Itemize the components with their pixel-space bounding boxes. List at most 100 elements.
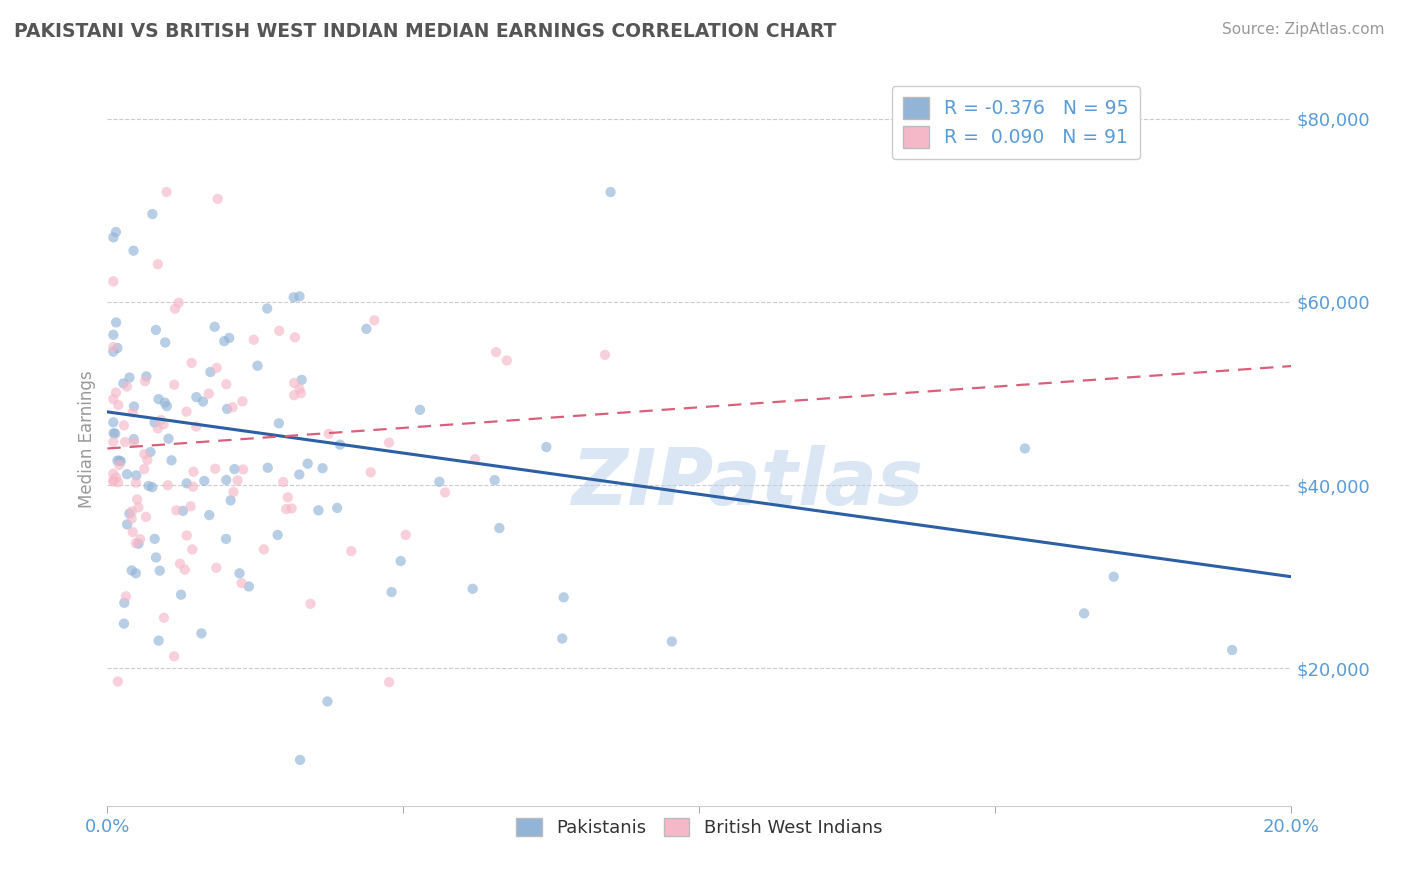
Point xyxy=(104,225,127,239)
Point xyxy=(198,508,221,522)
Point xyxy=(118,370,141,384)
Point xyxy=(134,462,156,476)
Point xyxy=(284,330,307,344)
Point xyxy=(115,467,138,482)
Point xyxy=(118,507,141,521)
Point xyxy=(122,432,145,446)
Point xyxy=(115,590,138,604)
Point xyxy=(277,491,299,505)
Point xyxy=(551,632,574,646)
Point xyxy=(125,475,148,490)
Point xyxy=(107,475,129,490)
Point xyxy=(340,544,363,558)
Point xyxy=(125,536,148,550)
Point xyxy=(219,493,242,508)
Point xyxy=(256,460,278,475)
Point xyxy=(141,207,163,221)
Point xyxy=(326,500,349,515)
Point xyxy=(176,404,198,418)
Point xyxy=(181,480,204,494)
Point xyxy=(145,323,167,337)
Point xyxy=(129,533,152,547)
Point xyxy=(363,313,385,327)
Point xyxy=(485,345,508,359)
Point xyxy=(156,399,179,413)
Point xyxy=(115,379,138,393)
Point xyxy=(167,295,190,310)
Point xyxy=(146,421,169,435)
Point xyxy=(297,457,319,471)
Point xyxy=(125,566,148,581)
Point xyxy=(242,333,264,347)
Point xyxy=(190,626,212,640)
Point xyxy=(231,394,253,409)
Point xyxy=(148,633,170,648)
Point xyxy=(127,537,149,551)
Point xyxy=(409,402,432,417)
Point xyxy=(112,616,135,631)
Point xyxy=(104,385,127,400)
Point xyxy=(226,474,249,488)
Point xyxy=(276,502,298,516)
Point xyxy=(283,388,305,402)
Point xyxy=(183,465,205,479)
Text: PAKISTANI VS BRITISH WEST INDIAN MEDIAN EARNINGS CORRELATION CHART: PAKISTANI VS BRITISH WEST INDIAN MEDIAN … xyxy=(14,22,837,41)
Point xyxy=(163,649,186,664)
Point xyxy=(329,438,352,452)
Point xyxy=(134,447,156,461)
Point xyxy=(389,554,412,568)
Point xyxy=(205,561,228,575)
Point xyxy=(283,290,305,304)
Point xyxy=(172,504,194,518)
Point xyxy=(215,473,238,487)
Point xyxy=(121,511,143,525)
Point xyxy=(139,445,162,459)
Point xyxy=(288,467,311,482)
Point xyxy=(288,382,311,396)
Point xyxy=(105,316,128,330)
Point xyxy=(299,597,322,611)
Point xyxy=(283,376,305,390)
Point xyxy=(141,480,163,494)
Point xyxy=(163,301,186,316)
Point xyxy=(110,454,132,468)
Point xyxy=(204,462,226,476)
Point xyxy=(222,485,245,500)
Point xyxy=(169,557,191,571)
Point xyxy=(138,479,160,493)
Point xyxy=(253,542,276,557)
Point xyxy=(134,374,156,388)
Text: Source: ZipAtlas.com: Source: ZipAtlas.com xyxy=(1222,22,1385,37)
Point xyxy=(217,401,239,416)
Point xyxy=(181,542,204,557)
Point xyxy=(103,274,125,288)
Point xyxy=(122,435,145,450)
Point xyxy=(186,390,208,404)
Point xyxy=(311,461,333,475)
Point xyxy=(125,468,148,483)
Point xyxy=(267,417,290,431)
Point xyxy=(107,398,129,412)
Point xyxy=(127,492,149,507)
Point xyxy=(103,327,125,342)
Point xyxy=(484,473,506,487)
Point xyxy=(170,588,193,602)
Point xyxy=(378,675,401,690)
Point xyxy=(205,360,228,375)
Point xyxy=(1073,607,1095,621)
Point xyxy=(269,324,291,338)
Point xyxy=(145,550,167,565)
Point xyxy=(267,528,290,542)
Point xyxy=(599,185,621,199)
Point xyxy=(148,392,170,407)
Point xyxy=(180,500,202,514)
Point xyxy=(186,419,208,434)
Point xyxy=(136,453,159,467)
Point xyxy=(661,634,683,648)
Point xyxy=(200,365,222,379)
Point xyxy=(593,348,616,362)
Point xyxy=(103,230,125,244)
Point xyxy=(180,356,202,370)
Point xyxy=(464,452,486,467)
Point xyxy=(228,566,250,581)
